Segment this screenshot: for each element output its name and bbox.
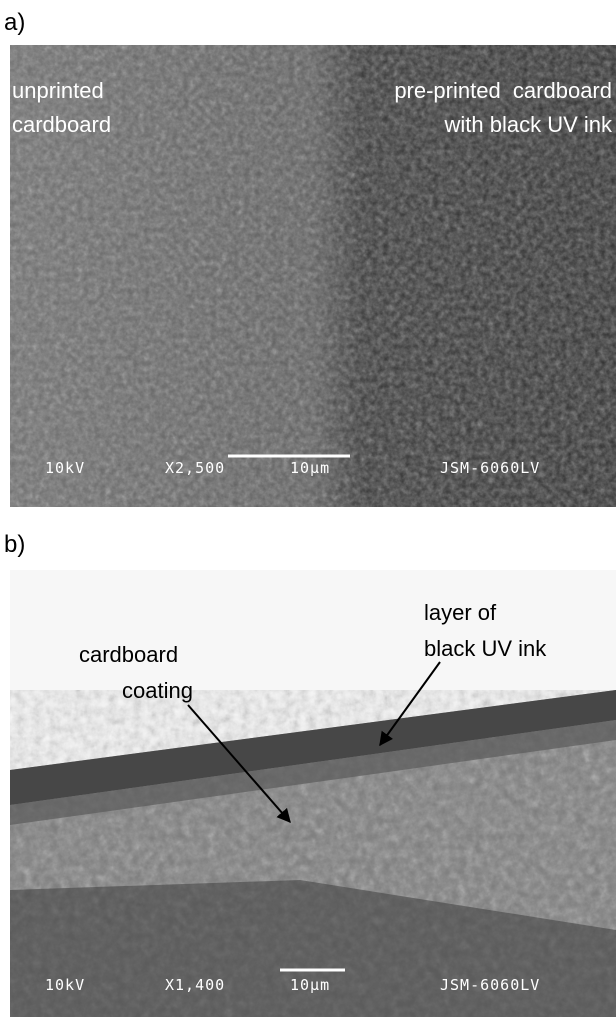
annotation: cardboard bbox=[12, 112, 111, 137]
annotation: layer of bbox=[424, 600, 497, 625]
annotation: black UV ink bbox=[424, 636, 547, 661]
annotation: unprinted bbox=[12, 78, 104, 103]
footer-text: 10kV bbox=[45, 976, 85, 994]
annotation: cardboard bbox=[79, 642, 178, 667]
annotation: pre-printed cardboard bbox=[394, 78, 612, 103]
footer-text: 10kV bbox=[45, 459, 85, 477]
figure: a) unprinted cardboard pre-printed cardb… bbox=[0, 0, 616, 1017]
footer-text: JSM-6060LV bbox=[440, 976, 540, 994]
panel-label: a) bbox=[4, 9, 25, 36]
footer-text: X1,400 bbox=[165, 976, 225, 994]
footer-text: X2,500 bbox=[165, 459, 225, 477]
footer-text: 10μm bbox=[290, 459, 330, 477]
panel-label: b) bbox=[4, 531, 25, 558]
footer-text: 10μm bbox=[290, 976, 330, 994]
footer-text: JSM-6060LV bbox=[440, 459, 540, 477]
annotation: with black UV ink bbox=[443, 112, 613, 137]
annotation: coating bbox=[122, 678, 193, 703]
